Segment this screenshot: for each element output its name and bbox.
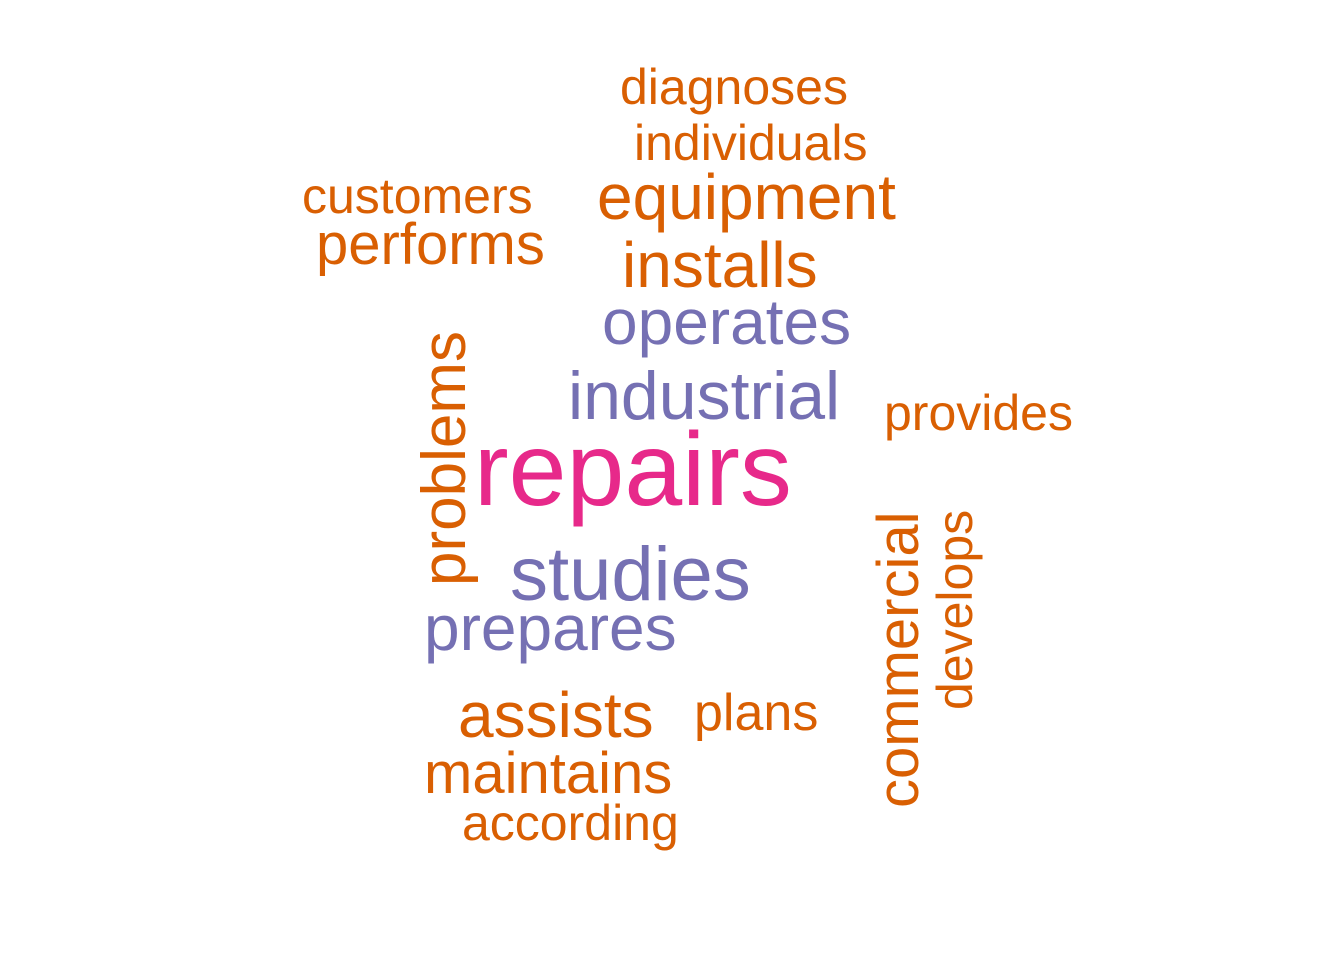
word-assists: assists [458, 679, 654, 751]
word-commercial: commercial [866, 511, 931, 809]
word-installs: installs [622, 229, 818, 301]
word-plans: plans [694, 684, 819, 742]
word-provides: provides [884, 385, 1073, 441]
word-performs: performs [316, 212, 545, 277]
word-maintains: maintains [424, 741, 673, 806]
word-studies: studies [510, 532, 751, 617]
word-problems: problems [410, 331, 479, 586]
word-operates: operates [602, 286, 852, 358]
word-individuals: individuals [634, 115, 868, 171]
word-diagnoses: diagnoses [620, 59, 848, 115]
word-repairs: repairs [474, 412, 792, 528]
word-prepares: prepares [424, 592, 677, 664]
word-equipment: equipment [597, 161, 896, 233]
word-customers: customers [302, 168, 533, 224]
word-industrial: industrial [568, 358, 841, 434]
word-according: according [462, 795, 679, 851]
word-develops: develops [927, 509, 983, 710]
